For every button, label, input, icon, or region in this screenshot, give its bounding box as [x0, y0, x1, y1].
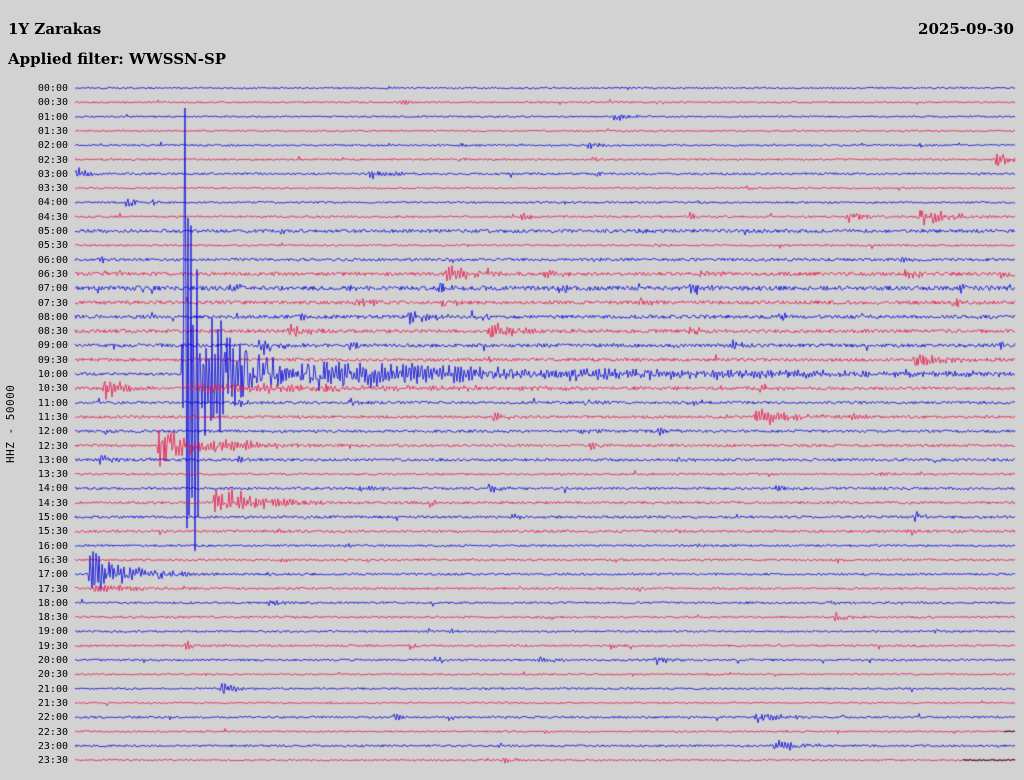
helicorder-canvas [0, 0, 1024, 780]
helicorder-page: 1Y Zarakas 2025-09-30 Applied filter: WW… [0, 0, 1024, 780]
